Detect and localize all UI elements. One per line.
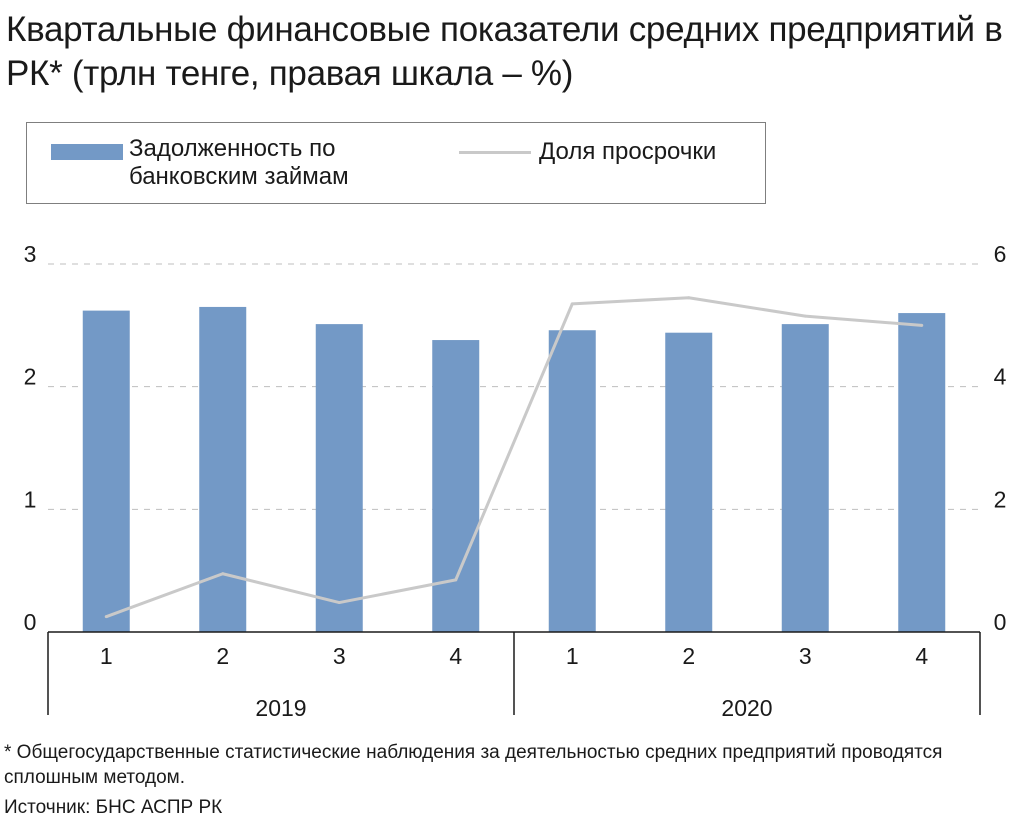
group-label: 2020	[721, 695, 772, 721]
series-line	[105, 296, 922, 619]
line-point	[803, 314, 807, 318]
legend-bar-swatch	[51, 144, 123, 160]
legend-bar-label: Задолженность по банковским займам	[129, 135, 349, 190]
bar	[665, 332, 713, 632]
category-tick-label: 4	[915, 643, 928, 669]
line-point	[221, 572, 225, 576]
right-axis-tick-label: 2	[994, 486, 1007, 512]
right-axis-tick-label: 0	[994, 609, 1007, 635]
category-tick-label: 2	[216, 643, 229, 669]
chart-area: 0 1 2 3 0 2 4 6 1 2 3 4 1 2 3 4 2019 2020	[24, 241, 1007, 721]
line-point	[454, 578, 458, 582]
line-point	[687, 296, 691, 300]
line-point	[337, 601, 341, 605]
bar	[82, 310, 130, 632]
left-axis-tick-label: 0	[24, 609, 37, 635]
line-point	[104, 615, 108, 619]
category-tick-label: 1	[100, 643, 113, 669]
legend-line-swatch	[459, 151, 531, 154]
bar	[432, 340, 480, 632]
chart-title: Квартальные финансовые показатели средни…	[6, 10, 1003, 93]
left-axis-tick-label: 1	[24, 486, 37, 512]
right-axis-tick-label: 4	[994, 364, 1007, 390]
line-point	[570, 302, 574, 306]
line-point	[920, 323, 924, 327]
legend: Задолженность по банковским займам Доля …	[26, 122, 766, 204]
category-tick-label: 2	[682, 643, 695, 669]
left-axis-tick-label: 3	[24, 241, 37, 267]
bar	[898, 313, 946, 632]
left-axis-tick-label: 2	[24, 364, 37, 390]
bar	[315, 324, 363, 632]
category-tick-label: 4	[449, 643, 462, 669]
category-tick-label: 1	[566, 643, 579, 669]
category-tick-label: 3	[799, 643, 812, 669]
bar	[781, 324, 829, 632]
category-tick-label: 3	[333, 643, 346, 669]
group-label: 2019	[255, 695, 306, 721]
footnote: * Общегосударственные статистические наб…	[4, 742, 943, 788]
right-axis-tick-label: 6	[994, 241, 1007, 267]
legend-line-label: Доля просрочки	[539, 138, 717, 165]
bar	[548, 330, 596, 632]
bar	[199, 306, 247, 632]
source-note: Источник: БНС АСПР РК	[4, 797, 223, 818]
